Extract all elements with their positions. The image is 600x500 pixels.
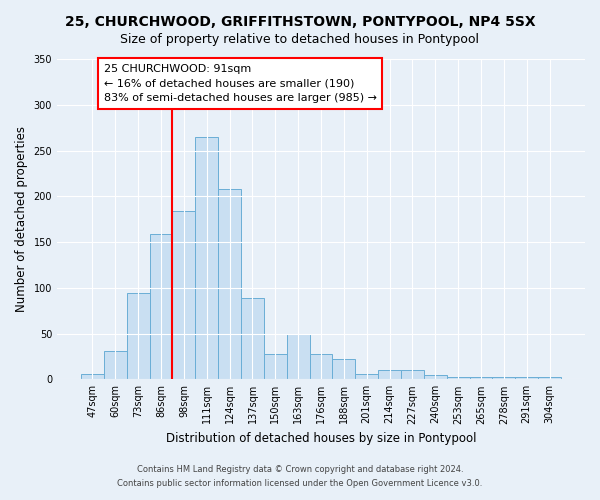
Y-axis label: Number of detached properties: Number of detached properties — [15, 126, 28, 312]
Bar — [287, 334, 310, 380]
Bar — [538, 378, 561, 380]
Bar — [310, 354, 332, 380]
Title: 25, CHURCHWOOD, GRIFFITHSTOWN, PONTYPOOL, NP4 5SX
Size of property relative to d: 25, CHURCHWOOD, GRIFFITHSTOWN, PONTYPOOL… — [0, 499, 1, 500]
Bar — [424, 374, 447, 380]
Text: 25, CHURCHWOOD, GRIFFITHSTOWN, PONTYPOOL, NP4 5SX: 25, CHURCHWOOD, GRIFFITHSTOWN, PONTYPOOL… — [65, 15, 535, 29]
Text: Contains HM Land Registry data © Crown copyright and database right 2024.
Contai: Contains HM Land Registry data © Crown c… — [118, 466, 482, 487]
Text: 25 CHURCHWOOD: 91sqm
← 16% of detached houses are smaller (190)
83% of semi-deta: 25 CHURCHWOOD: 91sqm ← 16% of detached h… — [104, 64, 377, 103]
Bar — [218, 189, 241, 380]
Text: Size of property relative to detached houses in Pontypool: Size of property relative to detached ho… — [121, 32, 479, 46]
Bar — [355, 374, 378, 380]
X-axis label: Distribution of detached houses by size in Pontypool: Distribution of detached houses by size … — [166, 432, 476, 445]
Bar — [447, 378, 470, 380]
Bar — [378, 370, 401, 380]
Bar — [493, 378, 515, 380]
Bar — [332, 359, 355, 380]
Bar — [264, 354, 287, 380]
Bar — [172, 211, 196, 380]
Bar — [196, 137, 218, 380]
Bar — [515, 378, 538, 380]
Bar — [81, 374, 104, 380]
Bar — [470, 378, 493, 380]
Bar — [104, 351, 127, 380]
Bar — [241, 298, 264, 380]
Bar — [127, 294, 149, 380]
Bar — [149, 234, 172, 380]
Bar — [401, 370, 424, 380]
